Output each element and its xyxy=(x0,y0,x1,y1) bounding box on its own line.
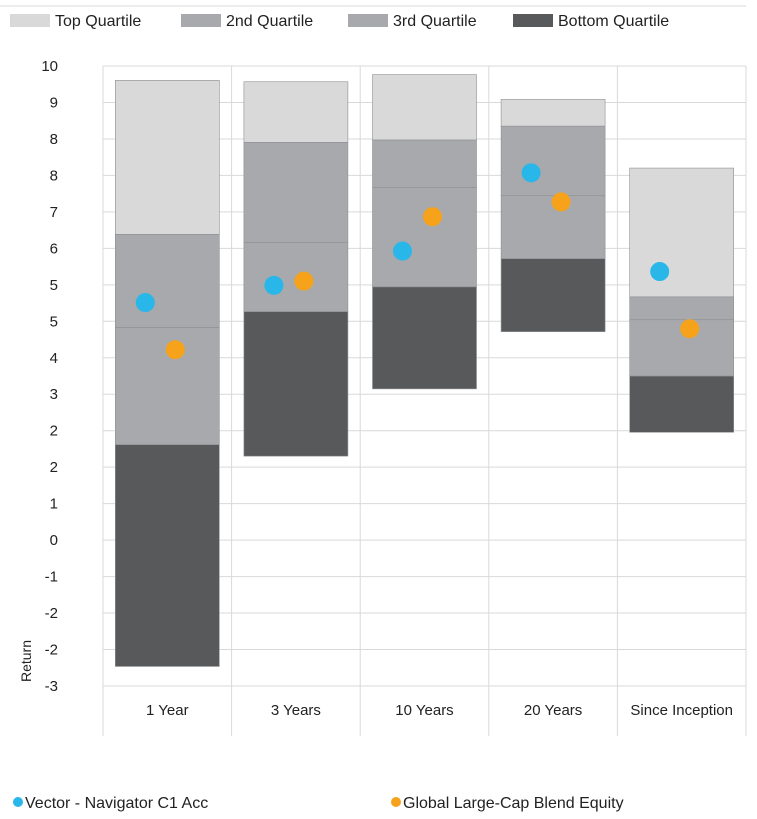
y-tick-label: -3 xyxy=(45,678,58,695)
y-tick-label: -2 xyxy=(45,642,58,659)
y-tick-label: 10 xyxy=(41,58,58,75)
2nd-quartile-bar xyxy=(115,234,220,328)
3rd-quartile-bar xyxy=(372,187,477,288)
global-large-cap-blend-equity-point xyxy=(680,319,700,339)
2nd-quartile-bar xyxy=(372,139,477,188)
y-tick-label: 8 xyxy=(50,131,58,148)
legend-swatch-3rd-quartile xyxy=(348,14,388,27)
category-label: 20 Years xyxy=(524,702,582,719)
category-labels: 1 Year 3 Years 10 Years 20 Years Since Incep… xyxy=(146,702,733,719)
vector-navigator-c1-acc-point xyxy=(135,293,155,313)
y-tick-label: 0 xyxy=(50,532,58,549)
global-large-cap-blend-equity-point xyxy=(294,271,314,291)
legend-label-global-large-cap-blend-equity: Global Large-Cap Blend Equity xyxy=(403,795,624,812)
2nd-quartile-bar xyxy=(629,296,735,321)
top-quartile-bar xyxy=(243,81,349,143)
legend-label-3rd-quartile: 3rd Quartile xyxy=(393,13,477,30)
y-tick-label: -2 xyxy=(45,605,58,622)
top-quartile-bar xyxy=(115,80,220,235)
bottom-quartile-bar xyxy=(629,375,735,433)
y-tick-label: 4 xyxy=(50,350,58,367)
legend-swatch-bottom-quartile xyxy=(513,14,553,27)
2nd-quartile-bar xyxy=(243,142,349,243)
legend-label-top-quartile: Top Quartile xyxy=(55,13,141,30)
top-quartile-bar xyxy=(629,167,735,298)
category-label: 3 Years xyxy=(271,702,321,719)
legend-label-bottom-quartile: Bottom Quartile xyxy=(558,13,669,30)
vector-navigator-c1-acc-point xyxy=(650,262,670,282)
y-axis-title: Return xyxy=(18,640,34,682)
top-quartile-bar xyxy=(500,99,606,127)
legend-swatch-top-quartile xyxy=(10,14,50,27)
legend-label-vector-navigator-c1-acc: Vector - Navigator C1 Acc xyxy=(25,795,208,812)
legend-bottom: Vector - Navigator C1 Acc Global Large-Ca… xyxy=(13,795,624,812)
bottom-quartile-bar xyxy=(500,258,606,332)
vector-navigator-c1-acc-point xyxy=(393,241,412,261)
category-label: 10 Years xyxy=(395,702,453,719)
2nd-quartile-bar xyxy=(500,125,606,197)
y-tick-label: 8 xyxy=(50,167,58,184)
quartile-bars xyxy=(115,74,735,667)
legend-marker-vector-navigator-c1-acc xyxy=(13,797,23,807)
y-tick-label: 5 xyxy=(50,313,58,330)
vector-navigator-c1-acc-point xyxy=(264,275,284,295)
y-tick-label: 5 xyxy=(50,277,58,294)
bottom-quartile-bar xyxy=(372,286,477,390)
y-tick-label: -1 xyxy=(45,569,58,586)
global-large-cap-blend-equity-point xyxy=(165,340,185,360)
category-label: 1 Year xyxy=(146,702,189,719)
y-tick-label: 7 xyxy=(50,204,58,221)
category-label: Since Inception xyxy=(630,702,733,719)
y-tick-label: 3 xyxy=(50,386,58,403)
top-quartile-bar xyxy=(372,74,477,141)
y-tick-label: 6 xyxy=(50,240,58,257)
legend-top: Top Quartile 2nd Quartile 3rd Quartile Bott… xyxy=(10,13,669,30)
global-large-cap-blend-equity-point xyxy=(551,192,571,212)
legend-marker-global-large-cap-blend-equity xyxy=(391,797,401,807)
y-axis-ticks: -3 -2 -2 -1 0 1 2 2 3 4 5 5 6 7 8 8 9 10 xyxy=(41,58,58,695)
bottom-quartile-bar xyxy=(243,311,349,457)
y-tick-label: 2 xyxy=(50,423,58,440)
legend-swatch-2nd-quartile xyxy=(181,14,221,27)
bottom-quartile-bar xyxy=(115,444,220,667)
y-tick-label: 2 xyxy=(50,459,58,476)
global-large-cap-blend-equity-point xyxy=(423,207,442,227)
return-points xyxy=(135,163,700,360)
y-tick-label: 9 xyxy=(50,94,58,111)
legend-label-2nd-quartile: 2nd Quartile xyxy=(226,13,313,30)
y-tick-label: 1 xyxy=(50,496,58,513)
vector-navigator-c1-acc-point xyxy=(521,163,541,183)
